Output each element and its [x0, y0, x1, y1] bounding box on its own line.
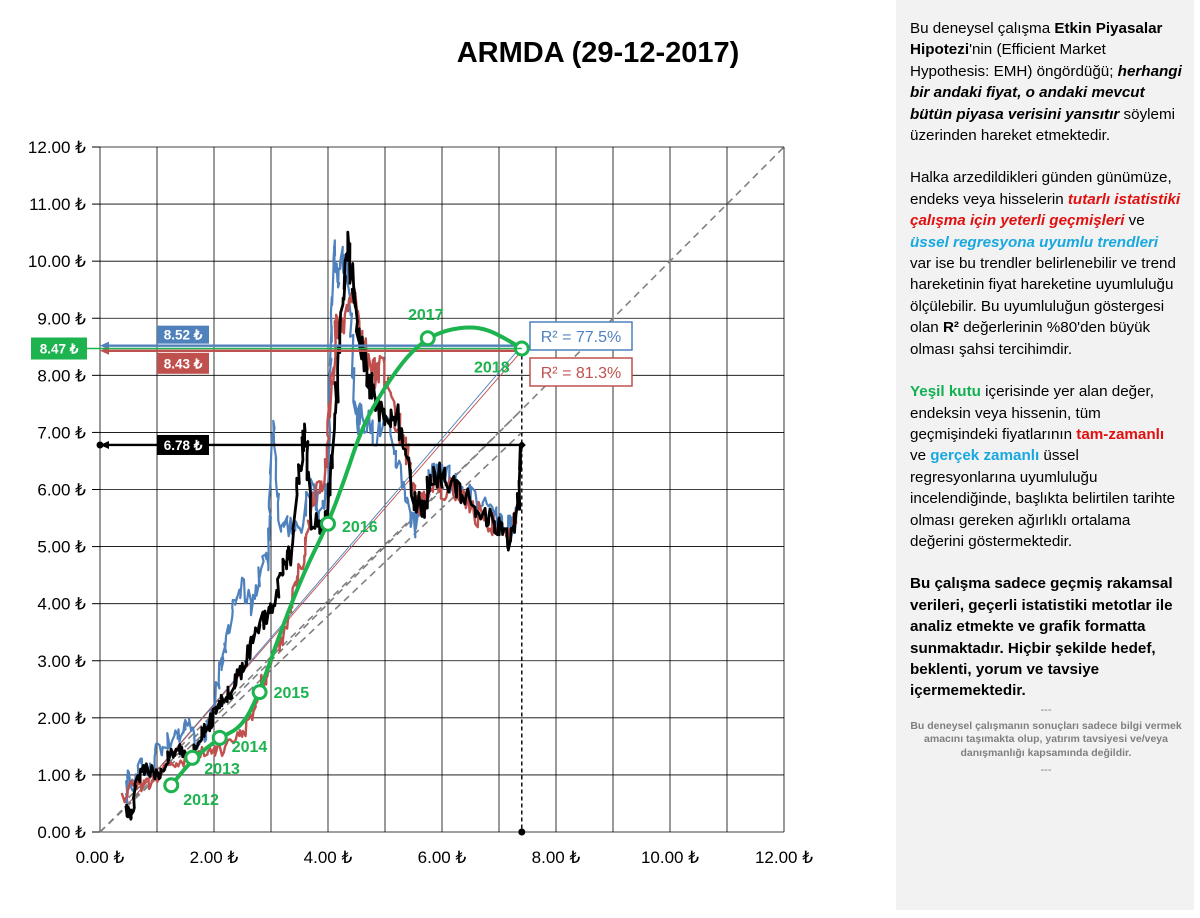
year-marker-2014 [211, 729, 228, 746]
black-value-marker [96, 441, 104, 449]
separator-top: --- [1040, 703, 1052, 716]
year-marker-2017 [419, 330, 436, 347]
red-r2-label: R² = 81.3% [541, 365, 621, 382]
year-label-2015: 2015 [274, 685, 310, 702]
chart-title: ARMDA (29-12-2017) [457, 37, 740, 69]
intro-paragraph: Bu deneysel çalışma Etkin Piyasalar Hipo… [910, 20, 1182, 145]
x-tick-label: 4.00 ₺ [304, 848, 353, 867]
black-end-marker [517, 440, 526, 449]
y-tick-label: 2.00 ₺ [37, 709, 86, 728]
year-marker-2015 [251, 684, 268, 701]
x-tick-label: 6.00 ₺ [418, 848, 467, 867]
disclaimer-bold: Bu çalışma sadece geçmiş rakamsal verile… [910, 575, 1173, 700]
x-tick-label: 2.00 ₺ [190, 848, 239, 867]
year-marker-2016 [320, 515, 336, 532]
red-value-box [157, 352, 209, 374]
blue-r2-label: R² = 77.5% [541, 329, 621, 346]
green-curve [169, 325, 524, 788]
green-box-paragraph: Yeşil kutu içerisinde yer alan değer, en… [910, 383, 1176, 550]
x-tick-label: 8.00 ₺ [532, 848, 581, 867]
y-tick-label: 10.00 ₺ [28, 252, 86, 271]
disclaimer-small: Bu deneysel çalışmanın sonuçları sadece … [910, 719, 1182, 759]
reference-dashed-line [99, 431, 523, 833]
regression-line [128, 350, 523, 804]
y-tick-label: 9.00 ₺ [37, 309, 86, 328]
year-marker-2013 [184, 749, 201, 766]
blue-value-label: 8.52 ₺ [164, 328, 203, 343]
regression-line [128, 345, 523, 804]
x-tick-label: 0.00 ₺ [76, 848, 125, 867]
y-tick-label: 3.00 ₺ [37, 652, 86, 671]
year-label-2017: 2017 [408, 307, 444, 324]
black-value-label: 6.78 ₺ [164, 438, 203, 453]
year-label-2014: 2014 [232, 739, 268, 756]
green-value-box [31, 337, 87, 360]
year-marker-2012 [163, 777, 180, 794]
y-tick-label: 6.00 ₺ [37, 481, 86, 500]
x-tick-label: 12.00 ₺ [755, 848, 813, 867]
y-tick-label: 0.00 ₺ [37, 823, 86, 842]
separator-bottom: --- [1040, 764, 1052, 777]
y-tick-label: 1.00 ₺ [37, 766, 86, 785]
info-panel: Bu deneysel çalışma Etkin Piyasalar Hipo… [896, 0, 1194, 910]
y-tick-label: 5.00 ₺ [37, 538, 86, 557]
red-value-label: 8.43 ₺ [164, 356, 203, 371]
y-tick-label: 8.00 ₺ [37, 366, 86, 385]
price-chart: ARMDA (29-12-2017) 201220132014201520162… [28, 37, 813, 867]
year-label-2012: 2012 [183, 792, 219, 809]
y-tick-label: 4.00 ₺ [37, 595, 86, 614]
year-label-2018: 2018 [474, 360, 510, 377]
x-tick-label: 10.00 ₺ [641, 848, 699, 867]
y-tick-label: 11.00 ₺ [29, 195, 86, 214]
red-r2-box [529, 357, 633, 387]
year-label-2013: 2013 [204, 761, 240, 778]
y-tick-label: 12.00 ₺ [28, 138, 86, 157]
weighted-average-curve: 2012 2013 2014 2015 2016 2017 2018 [163, 307, 530, 809]
axis-tick-labels: 0.00 ₺ 1.00 ₺ 2.00 ₺ 3.00 ₺ 4.00 ₺ 5.00 ₺ 6.00… [28, 138, 813, 867]
black-value-arrow [100, 440, 109, 449]
blue-value-arrow [100, 341, 109, 350]
y-tick-label: 7.00 ₺ [37, 423, 86, 442]
current-date-marker [518, 828, 526, 836]
year-label-2016: 2016 [342, 519, 378, 536]
blue-r2-box [529, 321, 633, 351]
blue-value-box [157, 325, 209, 344]
black-value-box [157, 434, 209, 455]
chart-annotations: 8.52 ₺ 8.43 ₺ 6.78 ₺ 8.47 ₺ R² = 77.5% R² = 8… [31, 321, 633, 455]
green-value-label: 8.47 ₺ [40, 342, 79, 357]
method-paragraph: Halka arzedildikleri günden günümüze, en… [910, 169, 1181, 358]
